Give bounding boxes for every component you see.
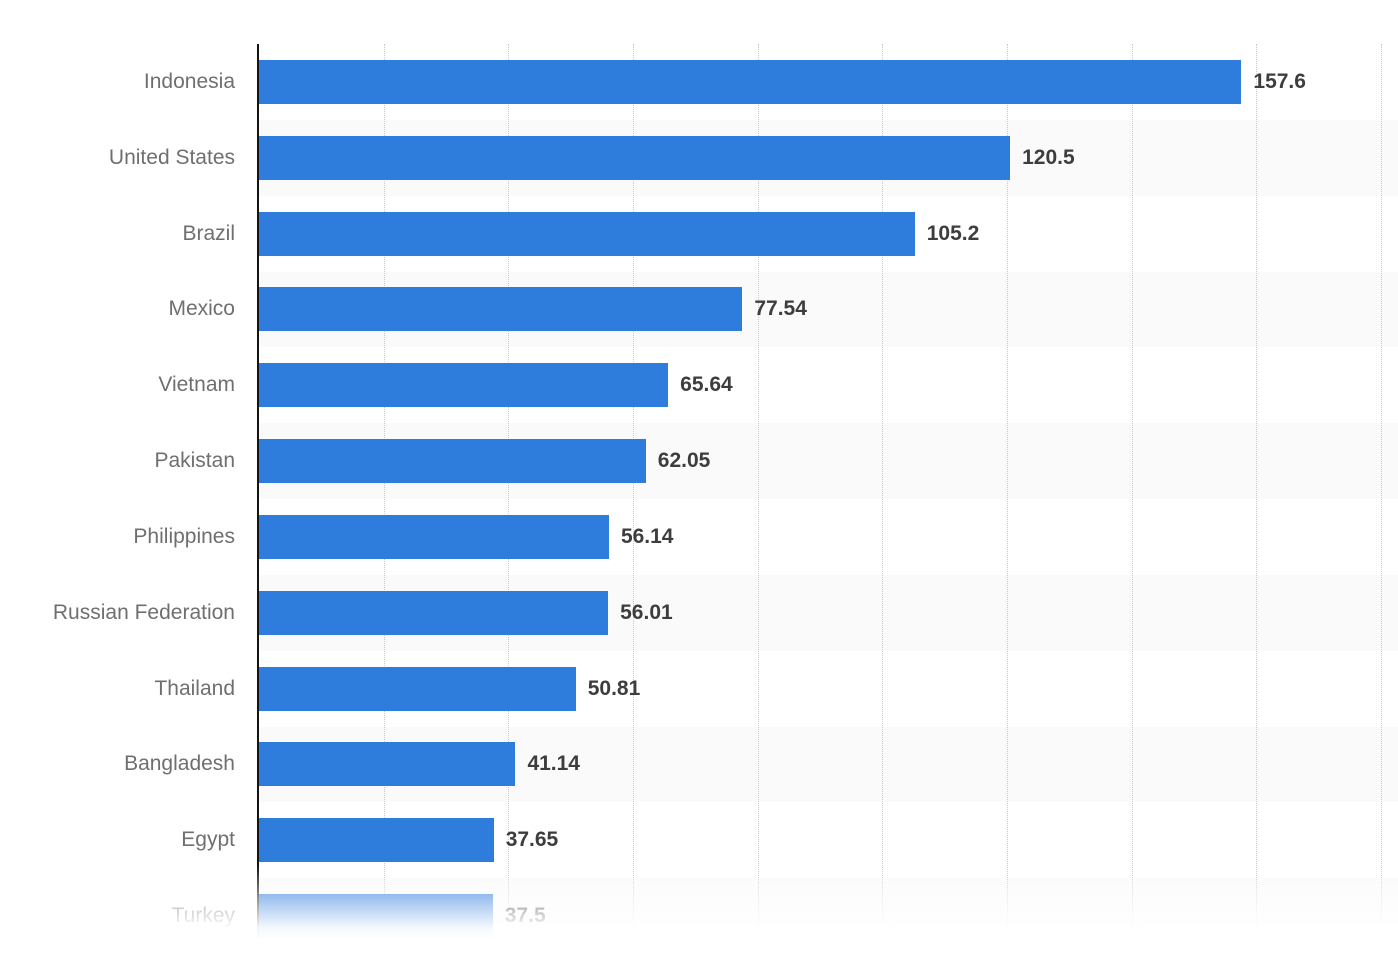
category-label-bangladesh: Bangladesh: [124, 752, 235, 776]
category-label-vietnam: Vietnam: [158, 373, 235, 397]
category-label-pakistan: Pakistan: [154, 449, 235, 473]
category-label-philippines: Philippines: [133, 524, 235, 548]
bar-russian-federation[interactable]: [259, 590, 609, 635]
bar-row-pakistan: 62.05: [259, 423, 1398, 499]
bar-row-turkey: 37.5: [259, 878, 1398, 954]
bar-row-mexico: 77.54: [259, 272, 1398, 348]
gridline-120: [1007, 44, 1009, 954]
bar-vietnam[interactable]: [259, 363, 669, 408]
gridline-140: [1131, 44, 1133, 954]
bar-value-egypt: 37.65: [505, 828, 559, 852]
bar-row-bangladesh: 41.14: [259, 727, 1398, 803]
bar-indonesia[interactable]: [259, 59, 1242, 104]
plot-area: 157.6 120.5 105.2 77.54 65.64 62.05 56.14 56.01…: [259, 44, 1398, 954]
bar-value-pakistan: 62.05: [657, 449, 711, 473]
gridline-100: [882, 44, 884, 954]
bar-thailand[interactable]: [259, 666, 576, 711]
gridline-160: [1256, 44, 1258, 954]
category-label-united-states: United States: [108, 145, 235, 169]
gridline-40: [508, 44, 510, 954]
gridline-60: [633, 44, 634, 954]
category-label-turkey: Turkey: [171, 904, 235, 928]
category-label-thailand: Thailand: [154, 676, 235, 700]
bar-value-bangladesh: 41.14: [527, 752, 580, 776]
bar-value-vietnam: 65.64: [680, 373, 733, 397]
y-axis-line: [257, 44, 259, 954]
bar-row-russian-federation: 56.01: [259, 575, 1398, 651]
bar-brazil[interactable]: [259, 211, 915, 256]
bar-value-turkey: 37.5: [504, 904, 546, 928]
bar-value-united-states: 120.5: [1022, 145, 1075, 169]
bar-row-thailand: 50.81: [259, 651, 1398, 727]
bar-row-brazil: 105.2: [259, 196, 1398, 272]
bar-egypt[interactable]: [259, 818, 494, 863]
bar-pakistan[interactable]: [259, 439, 646, 484]
bar-united-states[interactable]: [259, 135, 1011, 180]
bar-bangladesh[interactable]: [259, 742, 516, 787]
gridline-80: [757, 44, 759, 954]
bar-row-egypt: 37.65: [259, 802, 1398, 878]
gridline-180: [1381, 44, 1383, 954]
bar-value-mexico: 77.54: [754, 297, 807, 321]
bar-turkey[interactable]: [259, 894, 493, 939]
bar-row-philippines: 56.14: [259, 499, 1398, 575]
category-label-mexico: Mexico: [168, 297, 235, 321]
bar-mexico[interactable]: [259, 287, 743, 332]
gridline-20: [383, 44, 385, 954]
bar-philippines[interactable]: [259, 514, 609, 559]
bar-row-indonesia: 157.6: [259, 44, 1398, 120]
category-labels-column: Indonesia United States Brazil Mexico Vietna…: [0, 44, 259, 954]
bar-row-vietnam: 65.64: [259, 347, 1398, 423]
category-label-egypt: Egypt: [181, 828, 235, 852]
bar-value-russian-federation: 56.01: [620, 600, 673, 624]
category-label-brazil: Brazil: [182, 221, 235, 245]
bar-value-brazil: 105.2: [926, 221, 980, 245]
bar-value-philippines: 56.14: [620, 524, 674, 548]
category-label-indonesia: Indonesia: [143, 69, 235, 93]
category-label-russian-federation: Russian Federation: [52, 600, 235, 624]
bar-value-indonesia: 157.6: [1253, 69, 1306, 93]
bar-value-thailand: 50.81: [587, 676, 641, 700]
bar-row-united-states: 120.5: [259, 120, 1398, 196]
